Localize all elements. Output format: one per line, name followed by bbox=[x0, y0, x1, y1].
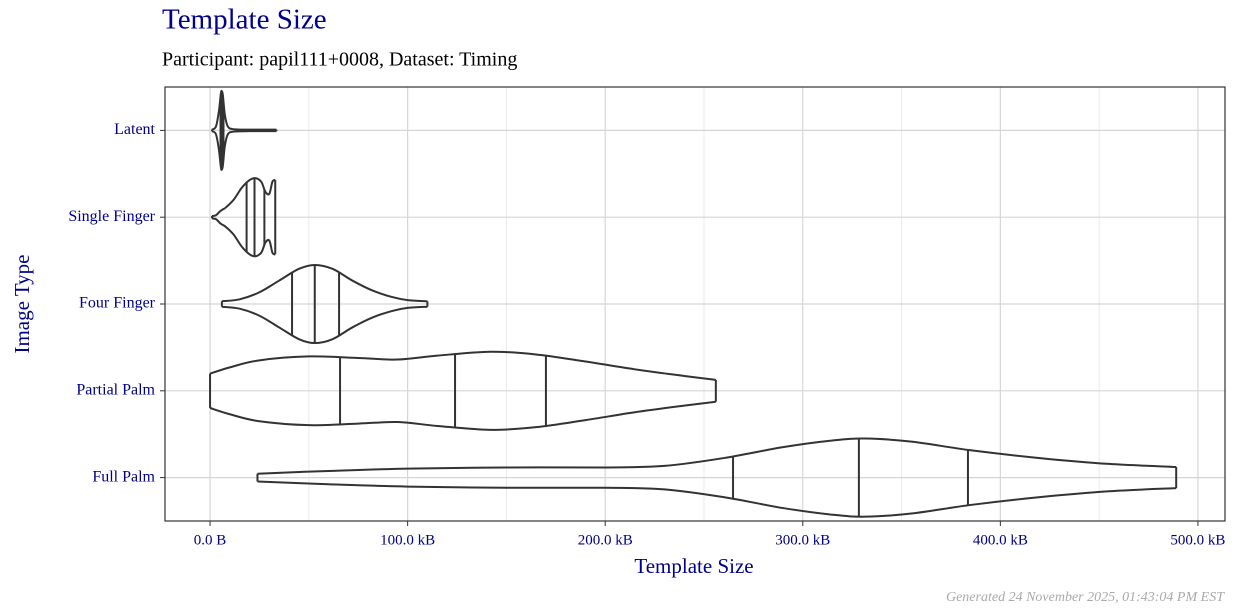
violin-outline bbox=[209, 400, 716, 431]
violin-outline bbox=[211, 217, 276, 258]
x-tick-label: 0.0 B bbox=[194, 532, 227, 548]
violin-outline bbox=[209, 350, 716, 381]
chart-subtitle: Participant: papil111+0008, Dataset: Tim… bbox=[162, 49, 517, 71]
y-tick-label: Latent bbox=[114, 121, 155, 138]
violin-outline bbox=[257, 437, 1177, 475]
violin-outline bbox=[221, 263, 428, 303]
x-tick-label: 400.0 kB bbox=[973, 532, 1028, 548]
x-tick-label: 300.0 kB bbox=[775, 532, 830, 548]
y-tick-label: Four Finger bbox=[79, 295, 156, 312]
violin-outline bbox=[257, 480, 1177, 518]
violin-outline bbox=[221, 305, 428, 345]
y-tick-label: Partial Palm bbox=[76, 381, 155, 398]
x-axis-label: Template Size bbox=[634, 554, 753, 578]
footer: Generated 24 November 2025, 01:43:04 PM … bbox=[946, 590, 1225, 605]
chart-title: Template Size bbox=[162, 4, 327, 36]
plot-border bbox=[164, 86, 1226, 522]
x-tick-label: 500.0 kB bbox=[1170, 532, 1225, 548]
y-tick-label: Single Finger bbox=[68, 208, 155, 225]
y-axis-label: Image Type bbox=[10, 254, 34, 353]
x-tick-label: 100.0 kB bbox=[380, 532, 435, 548]
y-tick-label: Full Palm bbox=[92, 468, 155, 485]
x-tick-label: 200.0 kB bbox=[578, 532, 633, 548]
violin-outline bbox=[211, 177, 276, 218]
